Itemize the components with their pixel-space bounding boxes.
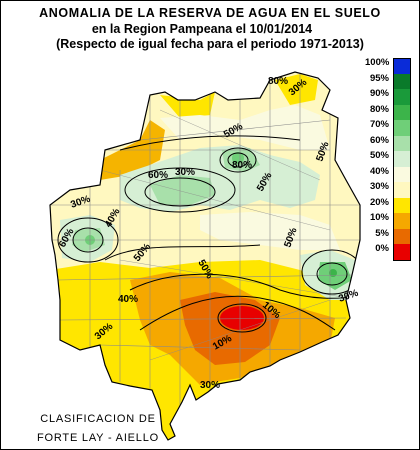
legend-swatch [393,182,411,198]
map-subtitle-reference-period: (Respecto de igual fecha para el periodo… [56,37,364,51]
legend-swatch [393,58,411,75]
legend-swatch [393,228,411,244]
legend-swatch [393,104,411,120]
legend-label: 70% [369,119,389,130]
map-title: ANOMALIA DE LA RESERVA DE AGUA EN EL SUE… [39,6,381,20]
zone-north-yellow [160,92,215,118]
legend-label: 50% [369,150,389,161]
legend-label: 40% [369,165,389,177]
legend-label: 5% [375,227,389,239]
contour-label: 80% [232,160,252,171]
legend-swatch [393,151,411,167]
legend-swatch [393,73,411,89]
legend-label: 10% [369,212,389,223]
zone-70pct-north [232,152,244,164]
department-boundaries [50,74,360,420]
legend-label: 30% [369,181,389,192]
legend-swatch [393,197,411,213]
contour-label: 80% [268,76,288,87]
contour-label: 30% [200,380,220,391]
zone-0pct [220,306,264,330]
credit-line-2: FORTE LAY - AIELLO [37,432,159,444]
legend-swatch [393,244,411,261]
classification-credit: CLASIFICACION DE FORTE LAY - AIELLO [18,410,178,448]
legend-label: 60% [369,134,389,146]
contour-lines [57,135,360,333]
legend-label: 0% [375,243,389,254]
legend-swatch [393,166,411,182]
contour-label: 60% [148,170,168,181]
legend-swatch [393,120,411,136]
legend-swatch [393,135,411,151]
contour-label: 30% [175,167,195,178]
contour-label: 40% [118,294,138,305]
zone-northeast-yellow [275,74,318,105]
legend-label: 90% [369,88,389,99]
legend-swatch [393,213,411,229]
credit-line-1: CLASIFICACION DE [40,413,156,425]
legend-label: 100% [365,57,390,68]
legend-swatch [393,89,411,105]
legend-label: 95% [369,72,389,84]
legend-label: 80% [369,103,389,115]
map-subtitle-region-date: en la Region Pampeana el 10/01/2014 [91,22,313,36]
legend-label: 20% [369,196,389,208]
zone-60pct-central [150,175,215,205]
